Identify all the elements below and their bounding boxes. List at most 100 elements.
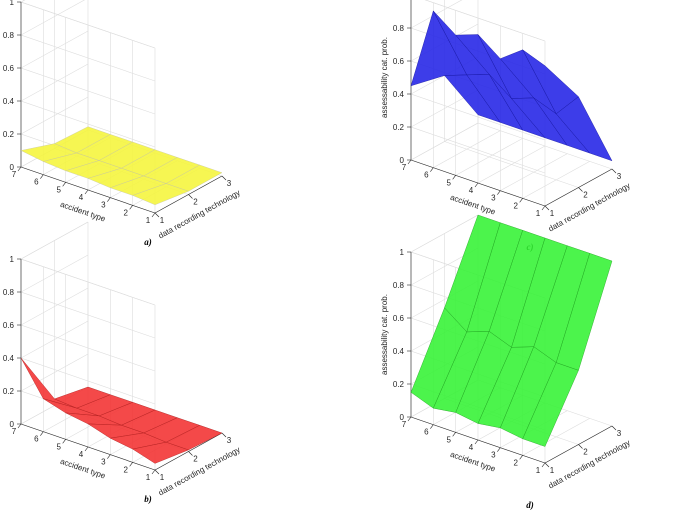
y-tick-label: 3: [101, 458, 106, 467]
surface: [20, 126, 223, 206]
y-tick-mark: [407, 416, 412, 422]
y-tick-mark: [541, 205, 546, 211]
y-tick-label: 7: [402, 163, 407, 172]
x-tick-mark: [611, 168, 617, 174]
y-tick-label: 1: [536, 209, 541, 218]
grid-line: [500, 153, 568, 191]
grid-line: [522, 418, 590, 456]
y-tick-mark: [17, 423, 22, 429]
y-tick-label: 3: [101, 201, 106, 210]
z-tick-label: 0.2: [393, 123, 405, 132]
z-tick-label: 1: [10, 0, 15, 7]
z-tick-label: 0.8: [3, 288, 15, 297]
y-tick-mark: [430, 167, 434, 172]
surface: [20, 357, 223, 464]
x-tick-label: 3: [617, 429, 622, 438]
y-tick-mark: [541, 462, 546, 468]
surface-patch: [555, 96, 613, 162]
x-tick-mark: [188, 451, 193, 456]
grid-line: [477, 145, 546, 184]
grid-line: [424, 0, 546, 42]
y-tick-label: 5: [446, 435, 451, 444]
x-tick-mark: [154, 469, 160, 475]
y-tick-label: 2: [513, 458, 518, 467]
x-tick-label: 3: [227, 179, 232, 188]
y-tick-label: 6: [34, 178, 39, 187]
x-tick-mark: [221, 432, 227, 438]
y-tick-label: 5: [446, 178, 451, 187]
surface-patch: [165, 425, 223, 451]
y-tick-label: 7: [12, 427, 17, 436]
y-axis-label: accident type: [449, 450, 497, 474]
x-tick-label: 3: [227, 436, 232, 445]
y-tick-mark: [151, 469, 156, 475]
z-tick-label: 0.8: [393, 24, 405, 33]
x-axis-label: data recording technology: [547, 438, 632, 490]
x-tick-mark: [578, 444, 583, 449]
y-tick-label: 4: [79, 193, 84, 202]
y-tick-label: 6: [424, 171, 429, 180]
y-tick-label: 3: [491, 194, 496, 203]
z-tick-label: 0.4: [393, 347, 405, 356]
y-tick-mark: [40, 431, 44, 436]
y-tick-mark: [430, 424, 434, 429]
z-axis-label: assessability cat. prob.: [380, 294, 389, 375]
x-tick-mark: [154, 212, 160, 218]
y-tick-mark: [107, 454, 111, 459]
y-tick-mark: [497, 447, 501, 452]
z-tick-label: 0.4: [3, 354, 15, 363]
z-tick-label: 0: [10, 420, 15, 429]
z-tick-label: 0: [10, 163, 15, 172]
z-tick-label: 0.4: [3, 97, 15, 106]
y-tick-label: 7: [402, 420, 407, 429]
z-tick-label: 0.6: [393, 57, 405, 66]
y-tick-label: 6: [424, 428, 429, 437]
panel-label: d): [526, 500, 534, 510]
y-tick-mark: [17, 166, 22, 172]
x-tick-mark: [611, 425, 617, 431]
x-tick-label: 1: [160, 473, 165, 482]
y-tick-label: 4: [469, 443, 474, 452]
z-tick-label: 0.2: [393, 380, 405, 389]
grid-line: [522, 161, 590, 199]
z-tick-label: 0: [400, 413, 405, 422]
z-tick-label: 1: [400, 248, 405, 257]
y-tick-mark: [519, 198, 523, 203]
x-tick-label: 3: [617, 172, 622, 181]
y-tick-label: 1: [146, 473, 151, 482]
z-tick-label: 0: [400, 156, 405, 165]
x-tick-mark: [188, 194, 193, 199]
y-tick-mark: [40, 174, 44, 179]
y-tick-mark: [129, 205, 133, 210]
grid-line: [433, 130, 501, 168]
y-axis-label: accident type: [449, 193, 497, 217]
x-tick-label: 1: [160, 216, 165, 225]
y-axis-label: accident type: [59, 457, 107, 481]
x-tick-label: 2: [193, 455, 198, 464]
z-tick-label: 0.6: [3, 64, 15, 73]
z-tick-label: 0.8: [393, 281, 405, 290]
y-tick-mark: [497, 190, 501, 195]
y-tick-label: 5: [56, 442, 61, 451]
y-tick-mark: [129, 462, 133, 467]
y-tick-label: 4: [79, 450, 84, 459]
y-tick-mark: [107, 197, 111, 202]
y-tick-mark: [84, 446, 89, 452]
y-tick-label: 3: [491, 451, 496, 460]
x-tick-mark: [221, 175, 227, 181]
x-tick-mark: [578, 187, 583, 192]
y-tick-label: 7: [12, 170, 17, 179]
surface-patch: [555, 253, 613, 371]
surface: [410, 10, 613, 162]
x-tick-mark: [544, 205, 550, 211]
grid-line: [455, 138, 523, 176]
y-tick-mark: [407, 159, 412, 165]
y-tick-mark: [62, 182, 66, 187]
y-tick-label: 4: [469, 186, 474, 195]
y-tick-mark: [84, 189, 89, 195]
z-tick-label: 0.4: [393, 90, 405, 99]
